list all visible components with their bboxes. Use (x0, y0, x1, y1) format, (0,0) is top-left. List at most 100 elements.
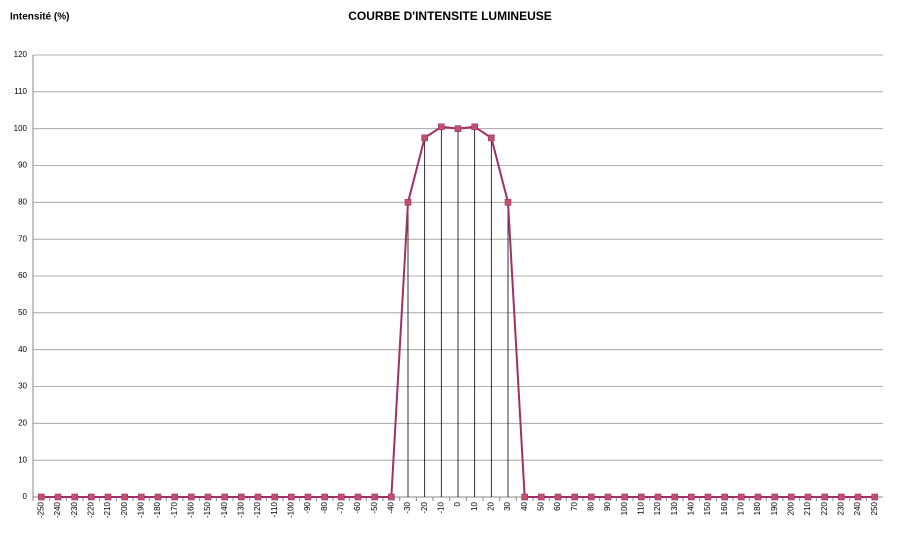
marker (588, 493, 595, 501)
x-tick-label: 220 (820, 501, 829, 515)
x-tick-label: -180 (153, 501, 162, 518)
marker (504, 199, 512, 206)
marker (388, 493, 395, 501)
y-tick-label: 20 (18, 418, 27, 427)
marker (121, 493, 128, 501)
x-tick-label: -50 (370, 501, 379, 513)
x-tick-label: -240 (53, 501, 62, 518)
marker (721, 493, 728, 501)
marker (221, 493, 228, 501)
x-tick-label: 120 (653, 501, 662, 515)
y-tick-label: 120 (14, 50, 28, 59)
marker (838, 493, 845, 501)
x-tick-label: -80 (320, 501, 329, 513)
x-tick-label: 90 (603, 501, 612, 510)
x-tick-label: 140 (686, 501, 695, 515)
x-tick-label: -100 (286, 501, 295, 518)
x-tick-label: 30 (503, 501, 512, 510)
marker (288, 493, 295, 501)
x-tick-label: 130 (670, 501, 679, 515)
marker (254, 493, 262, 501)
x-tick-label: -70 (336, 501, 345, 513)
marker (871, 493, 878, 501)
x-tick-label: -150 (203, 501, 212, 518)
marker (304, 493, 312, 501)
y-axis-label: Intensité (%) (10, 12, 69, 23)
marker (854, 493, 862, 501)
x-tick-label: -210 (103, 501, 112, 518)
marker (771, 493, 778, 501)
x-tick-label: -130 (236, 501, 245, 518)
y-tick-label: 30 (18, 382, 27, 391)
marker (471, 123, 478, 131)
x-tick-label: -140 (220, 501, 229, 518)
x-tick-label: -60 (353, 501, 362, 513)
marker (671, 493, 678, 501)
marker (738, 493, 745, 501)
marker (621, 493, 628, 501)
marker (321, 493, 328, 501)
x-tick-label: -90 (303, 501, 312, 513)
x-tick-label: 0 (453, 501, 462, 506)
x-tick-label: -20 (420, 501, 429, 513)
marker (488, 134, 495, 142)
marker (88, 493, 95, 501)
x-tick-label: 50 (536, 501, 545, 510)
x-tick-label: -220 (86, 501, 95, 518)
x-tick-label: 10 (470, 501, 479, 510)
marker (238, 493, 245, 501)
marker (171, 493, 178, 501)
marker (104, 493, 112, 501)
marker (204, 493, 212, 501)
x-tick-label: 110 (636, 501, 645, 514)
marker (138, 493, 145, 501)
marker (604, 493, 612, 501)
marker (154, 493, 162, 501)
y-tick-label: 90 (18, 161, 27, 170)
x-tick-label: 160 (720, 501, 729, 515)
marker (71, 493, 78, 501)
marker (754, 493, 762, 501)
x-tick-label: -200 (120, 501, 129, 518)
marker (571, 493, 578, 501)
x-tick-label: -40 (386, 501, 395, 513)
x-tick-label: -120 (253, 501, 262, 518)
marker (554, 493, 562, 501)
x-tick-label: 60 (553, 501, 562, 510)
y-tick-label: 50 (18, 308, 27, 317)
marker (354, 493, 362, 501)
x-tick-label: -250 (36, 501, 45, 518)
x-tick-label: 40 (520, 501, 529, 510)
marker (654, 493, 662, 501)
marker (538, 493, 545, 501)
marker (688, 493, 695, 501)
marker (188, 493, 195, 501)
y-tick-label: 70 (18, 234, 27, 243)
x-tick-label: 210 (803, 501, 812, 515)
x-tick-label: -160 (186, 501, 195, 518)
marker (454, 125, 462, 132)
marker (54, 493, 62, 501)
x-tick-label: 190 (770, 501, 779, 515)
y-tick-label: 110 (14, 87, 27, 96)
y-tick-label: 40 (18, 345, 27, 354)
x-tick-label: 240 (853, 501, 862, 515)
x-tick-label: -190 (136, 501, 145, 518)
marker (404, 199, 412, 206)
marker (821, 493, 828, 501)
marker (338, 493, 345, 501)
marker (804, 493, 812, 501)
x-tick-label: -230 (70, 501, 79, 518)
marker (271, 493, 278, 501)
marker (371, 493, 378, 501)
x-tick-label: -110 (270, 501, 279, 517)
x-tick-label: 70 (570, 501, 579, 510)
x-tick-label: 100 (620, 501, 629, 515)
x-tick-label: 170 (736, 501, 745, 515)
x-tick-label: 80 (586, 501, 595, 510)
x-tick-label: 20 (486, 501, 495, 510)
marker (38, 493, 45, 501)
x-tick-label: -10 (436, 501, 445, 513)
marker (438, 123, 445, 131)
